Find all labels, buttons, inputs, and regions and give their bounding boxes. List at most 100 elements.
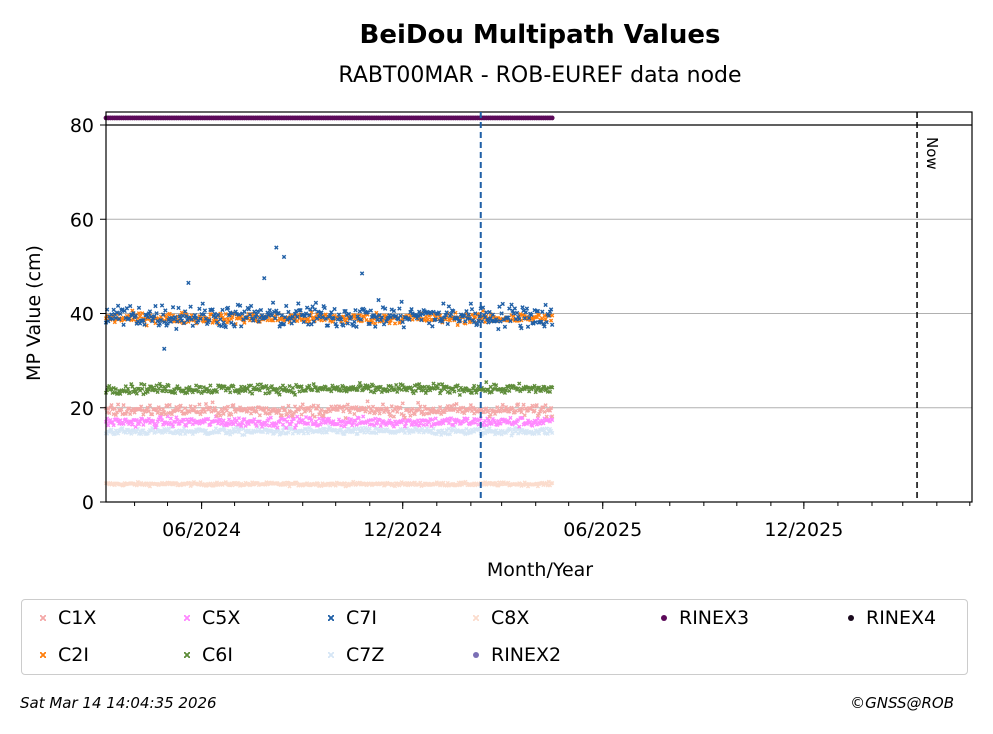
data-point-c7i bbox=[162, 319, 167, 325]
data-point-c1x bbox=[308, 408, 313, 413]
data-point-c2i bbox=[179, 310, 184, 315]
data-point-c7i bbox=[271, 309, 277, 315]
series-c8x bbox=[103, 479, 555, 489]
data-point-c5x bbox=[184, 423, 189, 428]
data-point-c1x bbox=[299, 412, 304, 417]
data-point-c5x bbox=[243, 423, 248, 428]
data-point-c5x bbox=[476, 422, 481, 427]
data-point-c7i bbox=[397, 306, 402, 311]
data-point-c5x bbox=[288, 422, 293, 427]
data-point-c1x bbox=[178, 403, 183, 408]
data-point-c7i bbox=[159, 303, 165, 308]
data-point-c5x bbox=[174, 415, 179, 420]
data-point-c5x bbox=[319, 420, 324, 425]
data-point-c1x bbox=[534, 403, 539, 408]
data-point-c1x bbox=[283, 407, 288, 412]
data-point-c7i bbox=[163, 308, 168, 313]
data-point-c1x bbox=[436, 408, 442, 413]
data-point-c1x bbox=[380, 402, 386, 407]
data-point-c7i bbox=[173, 314, 178, 320]
data-point-c7i bbox=[236, 312, 242, 317]
data-point-c7i bbox=[414, 316, 420, 321]
data-point-c7i bbox=[248, 303, 254, 309]
data-point-c1x bbox=[319, 407, 324, 413]
y-tick-label: 0 bbox=[82, 492, 94, 514]
legend-marker-c1x bbox=[40, 615, 46, 621]
data-point-c5x bbox=[226, 417, 232, 422]
data-point-c2i bbox=[392, 321, 398, 326]
data-point-c5x bbox=[275, 425, 280, 430]
data-point-c7z bbox=[480, 430, 486, 435]
data-point-c7i bbox=[433, 317, 438, 322]
data-point-c7i bbox=[548, 307, 554, 312]
data-point-c7i bbox=[276, 310, 281, 316]
data-point-c7i bbox=[338, 317, 344, 322]
data-point-c7i bbox=[226, 313, 232, 318]
data-point-c7i bbox=[200, 301, 205, 306]
y-axis-label: MP Value (cm) bbox=[23, 245, 45, 381]
data-point-c5x bbox=[257, 419, 262, 424]
data-point-c7i bbox=[110, 316, 115, 322]
data-point-c7i bbox=[165, 321, 170, 326]
data-point-c6i bbox=[372, 390, 377, 395]
data-point-c7i bbox=[345, 321, 350, 326]
data-point-c5x bbox=[168, 416, 173, 421]
data-point-c5x bbox=[252, 417, 257, 422]
data-point-c7i bbox=[506, 315, 511, 320]
y-tick-label: 40 bbox=[70, 304, 94, 326]
data-point-c1x bbox=[317, 412, 322, 417]
data-point-c6i bbox=[198, 385, 203, 390]
data-point-c2i bbox=[207, 317, 212, 322]
data-point-c1x bbox=[354, 405, 359, 410]
data-point-c5x bbox=[550, 417, 555, 423]
data-point-c7i bbox=[247, 312, 253, 317]
data-point-c7z bbox=[236, 430, 242, 435]
data-point-c5x bbox=[155, 419, 160, 424]
data-point-c5x bbox=[498, 421, 503, 426]
data-point-c1x bbox=[147, 403, 153, 408]
data-point-c6i bbox=[532, 383, 537, 388]
data-point-c7i bbox=[398, 313, 403, 318]
data-point-c1x bbox=[431, 406, 436, 411]
data-point-c1x bbox=[430, 409, 435, 414]
data-point-c6i bbox=[172, 387, 177, 392]
data-point-c2i bbox=[543, 317, 548, 322]
data-point-c1x bbox=[218, 413, 223, 418]
data-point-c5x bbox=[373, 416, 378, 421]
data-point-c7i bbox=[267, 308, 272, 313]
data-point-c5x bbox=[151, 419, 156, 424]
data-point-c6i bbox=[128, 390, 133, 395]
data-point-c6i bbox=[287, 383, 292, 389]
data-point-c6i bbox=[357, 380, 362, 386]
data-point-c6i bbox=[469, 390, 475, 396]
data-point-c2i bbox=[455, 322, 460, 328]
data-point-c1x bbox=[370, 404, 376, 409]
data-point-c7i bbox=[446, 304, 452, 309]
data-point-c1x bbox=[316, 403, 321, 408]
data-point-c7i bbox=[517, 316, 522, 322]
data-point-c7i bbox=[203, 316, 209, 321]
data-point-c6i bbox=[385, 389, 390, 394]
data-point-c1x bbox=[231, 402, 236, 408]
data-point-c6i bbox=[395, 389, 400, 394]
data-point-c1x bbox=[454, 401, 459, 407]
data-point-c1x bbox=[163, 412, 168, 417]
data-point-c7i bbox=[490, 312, 496, 317]
data-point-c7i bbox=[301, 319, 307, 325]
data-point-c1x bbox=[221, 411, 226, 417]
legend-marker-rinex3 bbox=[661, 615, 667, 621]
data-point-c2i bbox=[130, 308, 135, 313]
data-point-c7i bbox=[192, 312, 198, 318]
data-point-c6i bbox=[455, 383, 460, 388]
data-point-c1x bbox=[121, 403, 126, 408]
data-point-c5x bbox=[130, 422, 135, 427]
data-point-c6i bbox=[339, 388, 344, 394]
data-point-c6i bbox=[533, 390, 538, 395]
data-point-c7i bbox=[147, 309, 153, 314]
data-point-c5x bbox=[306, 421, 311, 426]
data-point-c7i bbox=[141, 318, 146, 323]
data-point-c7i bbox=[237, 303, 243, 308]
data-point-c5x bbox=[153, 425, 158, 430]
data-point-c6i bbox=[328, 386, 333, 392]
data-point-c7i bbox=[332, 306, 337, 312]
